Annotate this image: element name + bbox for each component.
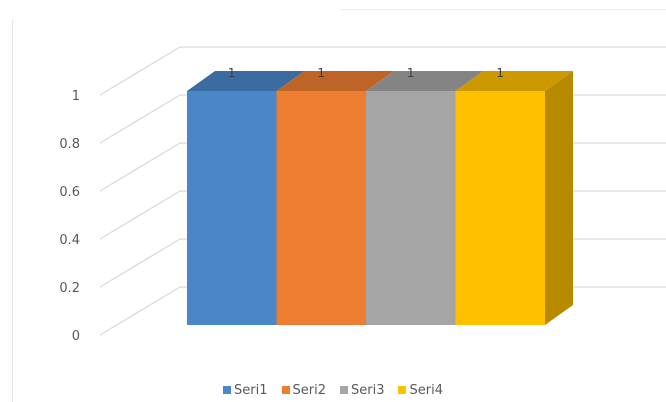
legend: Seri1 Seri2 Seri3 Seri4 [0,380,666,400]
legend-swatch [398,386,407,394]
data-label-layer: 1 1 1 1 [228,66,504,80]
bar-seri3 [366,71,484,325]
frame-border-left [12,20,13,402]
legend-item-seri1: Seri1 [223,382,268,398]
legend-swatch [340,386,348,394]
y-axis-ticks: 0 0.2 0.4 0.6 0.8 1 [59,89,80,344]
bar-layer [187,71,573,325]
y-tick-label: 1 [72,89,80,104]
data-label-seri1: 1 [228,66,236,80]
chart-plot: 0 0.2 0.4 0.6 0.8 1 1 1 1 1 [59,46,666,344]
bar-seri1 [187,71,305,325]
y-tick-label: 0.8 [59,137,80,152]
legend-label: Seri4 [409,382,443,398]
y-tick-label: 0 [72,329,80,344]
bar-seri2 [276,71,394,325]
data-label-seri2: 1 [317,66,325,80]
legend-swatch [281,386,290,394]
data-label-seri3: 1 [407,66,415,80]
legend-item-seri3: Seri3 [340,383,384,398]
y-tick-label: 0.2 [59,281,80,296]
legend-item-seri2: Seri2 [281,382,326,398]
y-tick-label: 0.6 [59,185,80,200]
legend-item-seri4: Seri4 [398,382,443,398]
legend-label: Seri3 [351,382,385,398]
legend-label: Seri1 [234,382,268,398]
data-label-seri4: 1 [496,66,504,80]
bar-seri4 [455,71,573,325]
y-tick-label: 0.4 [59,233,80,248]
legend-swatch [223,386,232,394]
frame-border-top [340,9,666,10]
gridline [99,46,666,96]
legend-label: Seri2 [292,382,326,398]
